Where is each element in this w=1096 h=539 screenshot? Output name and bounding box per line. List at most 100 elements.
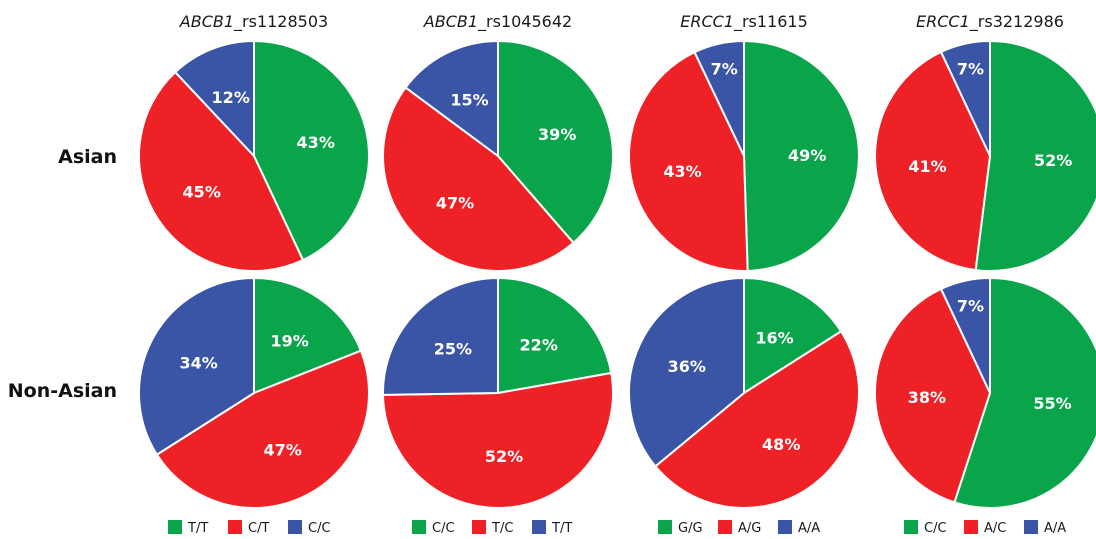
pie-slice-3-1-1 (874, 287, 991, 504)
pie-slice-0-0-1 (138, 71, 304, 272)
slice-label-1-1-1: 52% (485, 447, 523, 466)
slice-label-3-0-0: 52% (1034, 151, 1072, 170)
legend-2: G/G A/G A/A (658, 520, 820, 536)
legend-label-1-1: T/C (491, 521, 513, 536)
panel-0-gene: ABCB1 (179, 12, 234, 31)
legend-3: C/C A/C A/A (904, 520, 1066, 536)
legend-swatch-1-2 (532, 520, 546, 534)
legend-label-0-0: T/T (187, 521, 208, 536)
panel-3-gene: ERCC1 (916, 12, 970, 31)
pie-slice-0-0-0 (253, 40, 370, 262)
legend-1: C/C T/C T/T (412, 520, 572, 536)
pie-slice-2-1-1 (654, 330, 860, 509)
legend-swatch-1-1 (472, 520, 486, 534)
legend-swatch-2-2 (778, 520, 792, 534)
pie-slice-1-1-0 (497, 277, 613, 394)
slice-label-2-1-2: 36% (668, 357, 706, 376)
slice-label-3-1-1: 38% (908, 388, 946, 407)
legend-label-2-2: A/A (798, 521, 820, 536)
pie-2-0: 49% 43% 7% (627, 40, 860, 272)
slice-label-0-0-2: 12% (212, 88, 250, 107)
pie-slice-3-0-2 (940, 40, 991, 157)
pie-slice-2-0-0 (743, 40, 860, 272)
pie-slice-0-1-2 (138, 277, 255, 456)
pie-slice-2-0-1 (627, 51, 749, 272)
legend-label-1-0: C/C (432, 521, 455, 536)
legend-swatch-3-1 (964, 520, 978, 534)
legend-swatch-2-1 (718, 520, 732, 534)
pie-2-1: 16% 48% 36% (628, 277, 860, 509)
pie-slice-0-1-0 (253, 277, 362, 394)
slice-label-3-1-2: 7% (957, 297, 984, 316)
pie-slice-1-1-2 (382, 277, 499, 396)
slice-label-1-1-0: 22% (520, 336, 558, 355)
pies-layer: 43%45%12%19%47%34%39%47%15%22%52%25%49%4… (138, 40, 1096, 509)
slice-label-0-1-2: 34% (179, 354, 217, 373)
panel-title-1: ABCB1_rs1045642 (423, 12, 572, 32)
slice-label-2-1-0: 16% (755, 329, 793, 348)
slice-label-2-0-2: 7% (711, 60, 738, 79)
pie-slice-3-0-0 (974, 40, 1096, 272)
pie-slice-2-0-2 (693, 40, 745, 157)
panel-0-snp: _rs1128503 (233, 12, 328, 32)
pie-slice-1-0-0 (497, 40, 614, 244)
pie-0-1: 19% 47% 34% (138, 277, 370, 509)
legend-swatch-1-0 (412, 520, 426, 534)
pie-1-1: 22% 52% 25% (382, 277, 614, 509)
panel-1-snp: _rs1045642 (477, 12, 572, 32)
pie-slice-1-0-1 (382, 86, 575, 272)
slice-label-2-0-0: 49% (788, 146, 826, 165)
pie-slice-0-1-1 (155, 349, 370, 509)
legend-label-3-0: C/C (924, 521, 947, 536)
panel-2-gene: ERCC1 (680, 12, 734, 31)
slice-label-3-1-0: 55% (1033, 394, 1071, 413)
slice-label-2-0-1: 43% (663, 162, 701, 181)
legend-swatch-0-1 (228, 520, 242, 534)
panel-title-0: ABCB1_rs1128503 (179, 12, 328, 32)
legend-swatch-2-0 (658, 520, 672, 534)
pie-3-1: 55% 38% 7% (874, 277, 1096, 509)
pie-1-0: 39% 47% 15% (382, 40, 614, 272)
legend-label-0-2: C/C (308, 521, 331, 536)
slice-label-3-0-2: 7% (957, 60, 984, 79)
legend-label-2-0: G/G (678, 521, 703, 536)
pie-3-0: 52% 41% 7% (874, 40, 1096, 272)
pie-slice-1-0-2 (404, 40, 499, 157)
slice-label-0-0-1: 45% (183, 183, 221, 202)
slice-label-1-1-2: 25% (434, 340, 472, 359)
panel-2-snp: _rs11615 (733, 12, 808, 32)
pie-slice-2-1-0 (743, 277, 843, 394)
pie-slice-1-1-1 (382, 372, 614, 509)
pie-slice-3-0-1 (874, 50, 991, 272)
slice-label-1-0-0: 39% (538, 125, 576, 144)
legend-label-3-2: A/A (1044, 521, 1066, 536)
legend-swatch-3-0 (904, 520, 918, 534)
slice-label-3-0-1: 41% (908, 157, 946, 176)
pie-slice-3-1-2 (940, 277, 991, 394)
legend-swatch-0-2 (288, 520, 302, 534)
legend-label-3-1: A/C (984, 521, 1006, 536)
legend-swatch-0-0 (168, 520, 182, 534)
legend-label-0-1: C/T (248, 521, 269, 536)
legend-label-2-1: A/G (738, 521, 761, 536)
legend-0: T/T C/T C/C (168, 520, 331, 536)
slice-label-0-1-1: 47% (264, 440, 302, 459)
row-label-asian: Asian (58, 146, 117, 168)
panel-1-gene: ABCB1 (423, 12, 478, 31)
slice-label-0-1-0: 19% (270, 332, 308, 351)
pie-0-0: 43% 45% 12% (138, 40, 370, 272)
panel-title-3: ERCC1_rs3212986 (916, 12, 1064, 32)
slice-label-1-0-2: 15% (450, 91, 488, 110)
panel-3-snp: _rs3212986 (969, 12, 1064, 32)
legends-layer: T/T C/T C/C C/C T/C T/T G/G A/G A/A C/C A/C A/A (168, 520, 1066, 536)
pie-slice-0-0-2 (174, 40, 255, 157)
slice-label-1-0-1: 47% (436, 193, 474, 212)
row-label-non-asian: Non-Asian (8, 380, 117, 402)
legend-label-1-2: T/T (551, 521, 572, 536)
pie-slice-3-1-0 (953, 277, 1096, 509)
slice-label-2-1-1: 48% (762, 435, 800, 454)
pie-slice-2-1-2 (628, 277, 745, 468)
legend-swatch-3-2 (1024, 520, 1038, 534)
panel-title-2: ERCC1_rs11615 (680, 12, 808, 32)
